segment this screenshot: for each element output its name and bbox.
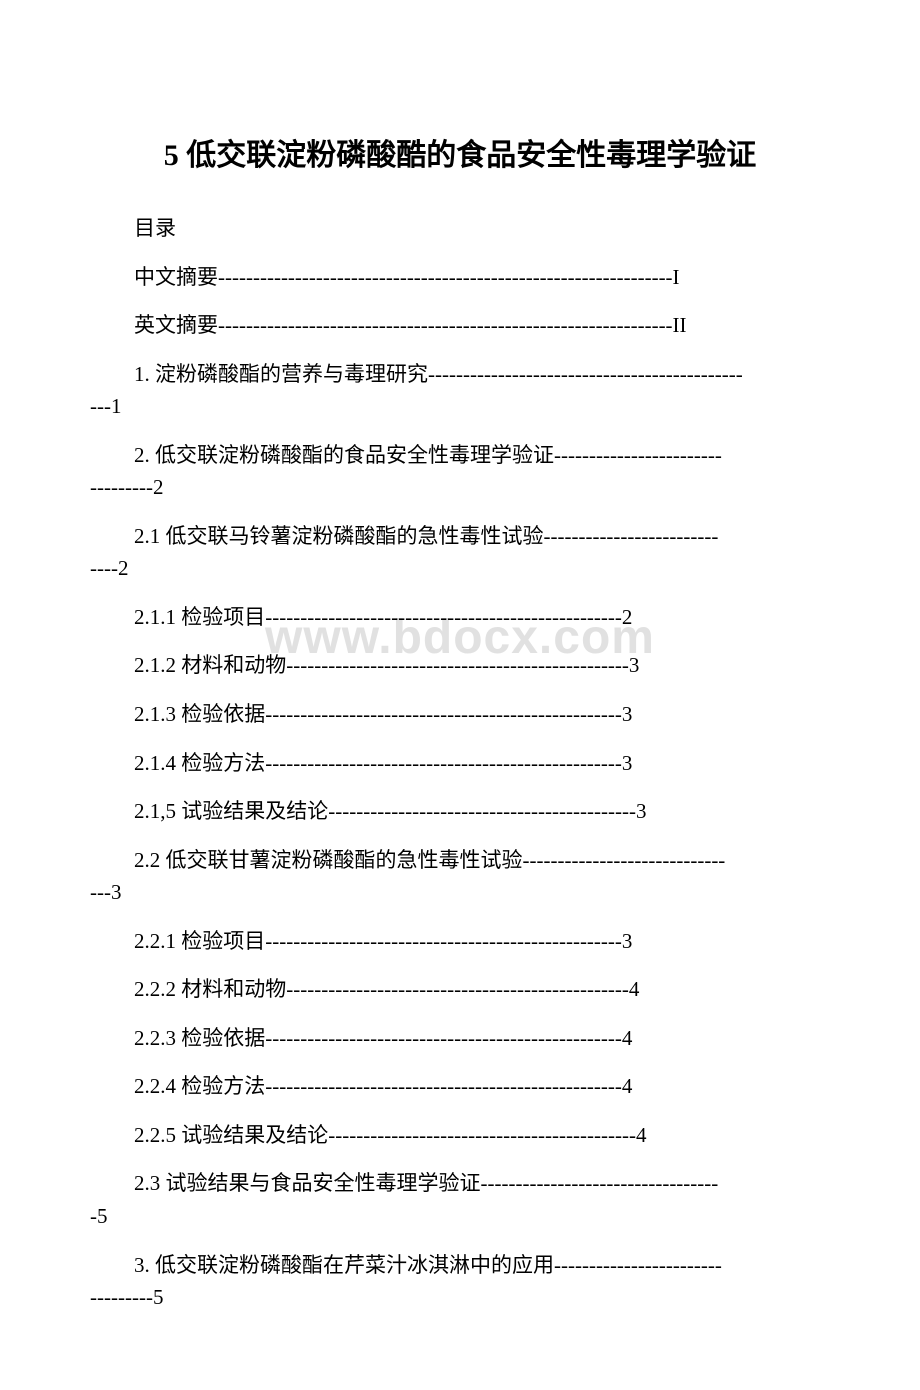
toc-entry-line2: ---3 <box>90 876 830 909</box>
toc-entry: 2.2 低交联甘薯淀粉磷酸酯的急性毒性试验-------------------… <box>90 844 830 909</box>
toc-heading: 目录 <box>90 212 830 245</box>
toc-entry: 2.1.3 检验依据------------------------------… <box>90 698 830 731</box>
page-title: 5 低交联淀粉磷酸酷的食品安全性毒理学验证 <box>90 130 830 174</box>
document-page: 5 低交联淀粉磷酸酷的食品安全性毒理学验证 目录 中文摘要-----------… <box>0 0 920 1390</box>
toc-entry: 2.1.1 检验项目------------------------------… <box>90 601 830 634</box>
toc-entry: 2.2.1 检验项目------------------------------… <box>90 925 830 958</box>
toc-entry: 2.2.5 试验结果及结论---------------------------… <box>90 1119 830 1152</box>
toc-entry: 中文摘要------------------------------------… <box>90 261 830 294</box>
toc-entry-line2: ---------5 <box>90 1281 830 1314</box>
toc-entry: 2.1 低交联马铃薯淀粉磷酸酯的急性毒性试验------------------… <box>90 520 830 585</box>
toc-entry: 2.2.4 检验方法------------------------------… <box>90 1070 830 1103</box>
toc-entry: 3. 低交联淀粉磷酸酯在芹菜汁冰淇淋中的应用------------------… <box>90 1249 830 1314</box>
toc-entry: 1. 淀粉磷酸酯的营养与毒理研究------------------------… <box>90 358 830 423</box>
toc-entry-line2: ----2 <box>90 552 830 585</box>
toc-entry: 2.3 试验结果与食品安全性毒理学验证---------------------… <box>90 1167 830 1232</box>
toc-entry: 2.1.2 材料和动物-----------------------------… <box>90 649 830 682</box>
toc-entry-line2: ---------2 <box>90 471 830 504</box>
toc-entry: 2.2.2 材料和动物-----------------------------… <box>90 973 830 1006</box>
toc-entry: 英文摘要------------------------------------… <box>90 309 830 342</box>
toc-entry-line1: 2.2 低交联甘薯淀粉磷酸酯的急性毒性试验-------------------… <box>90 844 830 877</box>
toc-entry-line2: -5 <box>90 1200 830 1233</box>
toc-entry: 2.1.4 检验方法------------------------------… <box>90 747 830 780</box>
toc-entry: 2.2.3 检验依据------------------------------… <box>90 1022 830 1055</box>
toc-entry-line1: 2. 低交联淀粉磷酸酯的食品安全性毒理学验证------------------… <box>90 439 830 472</box>
toc-entry-line2: ---1 <box>90 390 830 423</box>
toc-entry: 2.1,5 试验结果及结论---------------------------… <box>90 795 830 828</box>
toc-entry-line1: 3. 低交联淀粉磷酸酯在芹菜汁冰淇淋中的应用------------------… <box>90 1249 830 1282</box>
toc-list: 中文摘要------------------------------------… <box>90 261 830 1314</box>
toc-entry-line1: 2.1 低交联马铃薯淀粉磷酸酯的急性毒性试验------------------… <box>90 520 830 553</box>
toc-entry: 2. 低交联淀粉磷酸酯的食品安全性毒理学验证------------------… <box>90 439 830 504</box>
toc-entry-line1: 1. 淀粉磷酸酯的营养与毒理研究------------------------… <box>90 358 830 391</box>
toc-entry-line1: 2.3 试验结果与食品安全性毒理学验证---------------------… <box>90 1167 830 1200</box>
